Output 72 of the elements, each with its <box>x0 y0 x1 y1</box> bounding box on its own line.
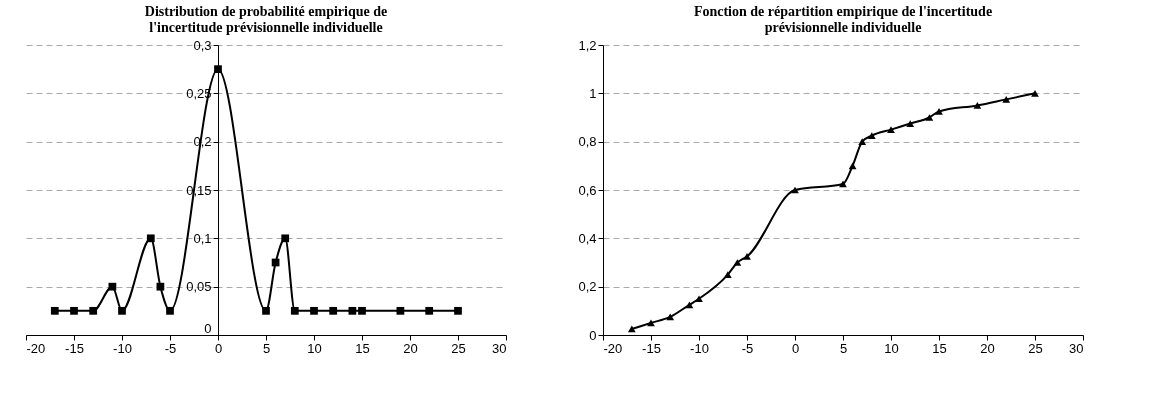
point <box>281 234 290 243</box>
x-tick-label: 10 <box>307 340 322 356</box>
point <box>695 295 703 303</box>
x-tick-label: 30 <box>492 340 507 356</box>
point <box>50 306 59 315</box>
y-tick-label: 0,2 <box>578 279 597 295</box>
point <box>906 120 915 127</box>
y-tick-label: 0,05 <box>186 279 212 295</box>
x-tick-label: 0 <box>791 340 800 356</box>
x-tick-label: 5 <box>262 340 271 356</box>
point <box>743 253 751 260</box>
point <box>146 234 155 243</box>
point <box>118 306 126 315</box>
point <box>70 306 78 315</box>
y-tick-label: 0 <box>204 320 212 336</box>
point <box>329 306 338 315</box>
point <box>89 306 98 315</box>
point <box>858 138 867 146</box>
x-tick-label: -20 <box>26 340 46 356</box>
point <box>867 132 876 139</box>
point <box>839 180 847 188</box>
point <box>935 108 943 115</box>
point <box>214 65 222 74</box>
x-tick-label: -15 <box>642 340 661 356</box>
x-tick-label: 10 <box>884 340 899 356</box>
point <box>1002 96 1011 103</box>
y-tick-label: 1,2 <box>578 37 597 53</box>
x-tick-label: -5 <box>164 340 177 356</box>
x-tick-label: 25 <box>1028 340 1043 356</box>
point <box>887 126 895 133</box>
y-tick-label: 1 <box>589 85 597 101</box>
y-tick-label: 0,3 <box>193 37 212 53</box>
y-tick-label: 0,1 <box>193 230 212 246</box>
point <box>310 306 318 315</box>
x-tick-label: 15 <box>932 340 947 356</box>
point <box>1031 89 1039 97</box>
point <box>973 102 982 109</box>
point <box>666 313 675 321</box>
y-tick-label: 0 <box>589 327 597 343</box>
point <box>425 306 434 315</box>
chart-title: Distribution de probabilité empirique de l'incertitude prévisionnelle individuelle <box>144 4 388 35</box>
point <box>358 306 366 315</box>
point <box>156 282 165 291</box>
x-tick-label: 15 <box>355 340 370 356</box>
x-tick-label: -10 <box>690 340 709 356</box>
point <box>647 319 655 327</box>
x-tick-label: 0 <box>214 340 223 356</box>
x-tick-label: 25 <box>451 340 466 356</box>
point <box>166 306 174 315</box>
point <box>723 271 732 278</box>
x-tick-label: -10 <box>113 340 132 356</box>
chart-title: Fonction de répartition empirique de l'incertitude prévisionnelle individuelle <box>693 4 993 35</box>
y-tick-label: 0,4 <box>578 230 597 246</box>
point <box>685 301 694 309</box>
point <box>348 306 357 315</box>
y-tick-label: 0,8 <box>578 134 597 150</box>
x-tick-label: -15 <box>65 340 84 356</box>
x-tick-label: -5 <box>741 340 754 356</box>
point <box>290 306 299 315</box>
x-tick-label: 20 <box>403 340 418 356</box>
point <box>848 162 857 170</box>
point <box>108 282 117 291</box>
x-tick-label: 20 <box>980 340 995 356</box>
point <box>454 306 462 315</box>
point <box>396 306 405 315</box>
point <box>262 306 270 315</box>
y-tick-label: 0,6 <box>578 182 597 198</box>
x-tick-label: -20 <box>603 340 623 356</box>
x-tick-label: 5 <box>839 340 848 356</box>
point <box>733 259 742 266</box>
x-tick-label: 30 <box>1069 340 1084 356</box>
point <box>925 114 934 121</box>
